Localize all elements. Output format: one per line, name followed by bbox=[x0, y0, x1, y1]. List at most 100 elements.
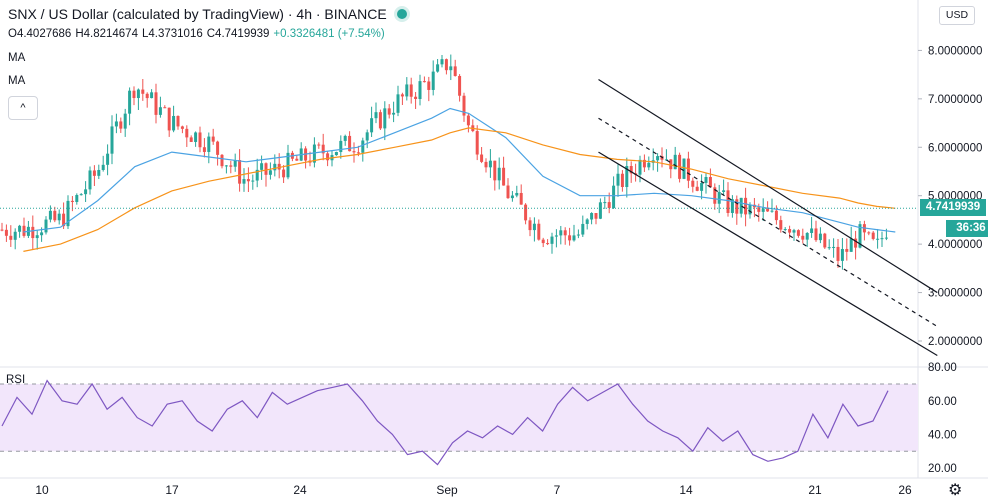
candle-body bbox=[57, 213, 61, 221]
candle-body bbox=[832, 246, 836, 248]
candle-body bbox=[458, 75, 462, 96]
candle-body bbox=[836, 246, 840, 261]
candle-body bbox=[576, 234, 580, 236]
candle-body bbox=[84, 189, 88, 195]
candle-body bbox=[18, 225, 22, 232]
candle-body bbox=[277, 163, 281, 170]
candle-body bbox=[510, 195, 514, 199]
candle-body bbox=[66, 200, 70, 227]
candle-body bbox=[748, 204, 752, 215]
candle-body bbox=[0, 229, 4, 231]
candle-body bbox=[858, 224, 862, 248]
candle-body bbox=[779, 220, 783, 230]
candle-body bbox=[876, 238, 880, 240]
candle-body bbox=[356, 152, 360, 154]
candle-body bbox=[282, 169, 286, 178]
time-tick-label: Sep bbox=[436, 483, 458, 497]
candle-body bbox=[70, 200, 74, 202]
candle-body bbox=[13, 231, 17, 240]
candle-body bbox=[220, 154, 224, 167]
candle-body bbox=[414, 96, 418, 99]
last-price-tag: 4.7419939 bbox=[920, 199, 986, 216]
candle-body bbox=[427, 81, 431, 90]
candle-body bbox=[260, 163, 264, 170]
candle-body bbox=[554, 235, 558, 237]
candle-body bbox=[585, 219, 589, 224]
candle-body bbox=[194, 132, 198, 142]
ohlc-row: O4.4027686 H4.8214674 L4.3731016 C4.7419… bbox=[8, 28, 385, 40]
candle-body bbox=[493, 160, 497, 181]
bar-countdown: 36:36 bbox=[946, 220, 988, 237]
candle-body bbox=[805, 233, 809, 240]
rsi-tick-label: 80.00 bbox=[928, 362, 957, 374]
candle-body bbox=[141, 89, 145, 94]
candle-body bbox=[590, 213, 594, 220]
candle-body bbox=[216, 141, 220, 155]
candle-body bbox=[339, 140, 343, 153]
candle-body bbox=[189, 137, 193, 142]
collapse-indicators-button[interactable]: ^ bbox=[8, 96, 38, 120]
rsi-line bbox=[1, 379, 889, 466]
candle-body bbox=[224, 165, 228, 167]
candle-body bbox=[757, 207, 761, 212]
candle-body bbox=[396, 94, 400, 113]
close-value: C4.7419939 bbox=[206, 28, 270, 40]
indicator-ma-2[interactable]: MA bbox=[8, 75, 26, 87]
candle-body bbox=[849, 238, 853, 252]
candle-body bbox=[35, 235, 39, 239]
time-tick-label: 7 bbox=[554, 483, 561, 497]
candle-body bbox=[53, 210, 57, 221]
candle-body bbox=[387, 108, 391, 115]
candle-body bbox=[180, 126, 184, 129]
candle-body bbox=[352, 151, 356, 153]
candle-body bbox=[418, 81, 422, 99]
candle-body bbox=[40, 232, 44, 236]
candle-body bbox=[546, 243, 550, 245]
rsi-panel-label: RSI bbox=[6, 374, 26, 386]
candle-body bbox=[317, 144, 321, 146]
indicator-ma-1[interactable]: MA bbox=[8, 52, 26, 64]
candle-body bbox=[625, 166, 629, 188]
candle-body bbox=[453, 66, 457, 76]
candle-body bbox=[75, 195, 79, 202]
candle-body bbox=[739, 197, 743, 214]
candle-body bbox=[229, 165, 233, 167]
candle-body bbox=[48, 210, 52, 220]
candle-body bbox=[638, 159, 642, 175]
candle-body bbox=[348, 135, 352, 152]
candle-body bbox=[814, 228, 818, 241]
candle-body bbox=[695, 186, 699, 191]
rsi-tick-label: 40.00 bbox=[928, 429, 957, 441]
time-tick-label: 24 bbox=[293, 483, 307, 497]
candle-body bbox=[422, 81, 426, 83]
price-tick-label: 2.0000000 bbox=[928, 336, 982, 348]
candle-body bbox=[44, 219, 48, 233]
ma-orange-line bbox=[23, 127, 896, 252]
candle-body bbox=[361, 140, 365, 153]
candle-body bbox=[233, 160, 237, 167]
candle-body bbox=[31, 226, 35, 239]
price-tick-label: 4.0000000 bbox=[928, 239, 982, 251]
candle-body bbox=[22, 225, 26, 236]
candle-body bbox=[128, 90, 132, 114]
gear-icon[interactable]: ⚙ bbox=[948, 482, 963, 499]
candle-body bbox=[326, 153, 330, 161]
candle-body bbox=[616, 173, 620, 186]
candle-body bbox=[198, 132, 202, 148]
candle-body bbox=[603, 202, 607, 204]
rsi-band-fill bbox=[0, 384, 918, 452]
candle-body bbox=[854, 238, 858, 248]
candle-body bbox=[783, 229, 787, 231]
candle-body bbox=[519, 192, 523, 205]
candle-body bbox=[708, 177, 712, 188]
candle-body bbox=[880, 238, 884, 240]
candle-body bbox=[136, 89, 140, 99]
candle-body bbox=[598, 202, 602, 219]
currency-label[interactable]: USD bbox=[939, 6, 975, 25]
candle-body bbox=[664, 159, 668, 161]
candle-body bbox=[154, 92, 158, 115]
candle-body bbox=[264, 163, 268, 175]
price-tick-label: 3.0000000 bbox=[928, 288, 982, 300]
candle-body bbox=[497, 167, 501, 181]
